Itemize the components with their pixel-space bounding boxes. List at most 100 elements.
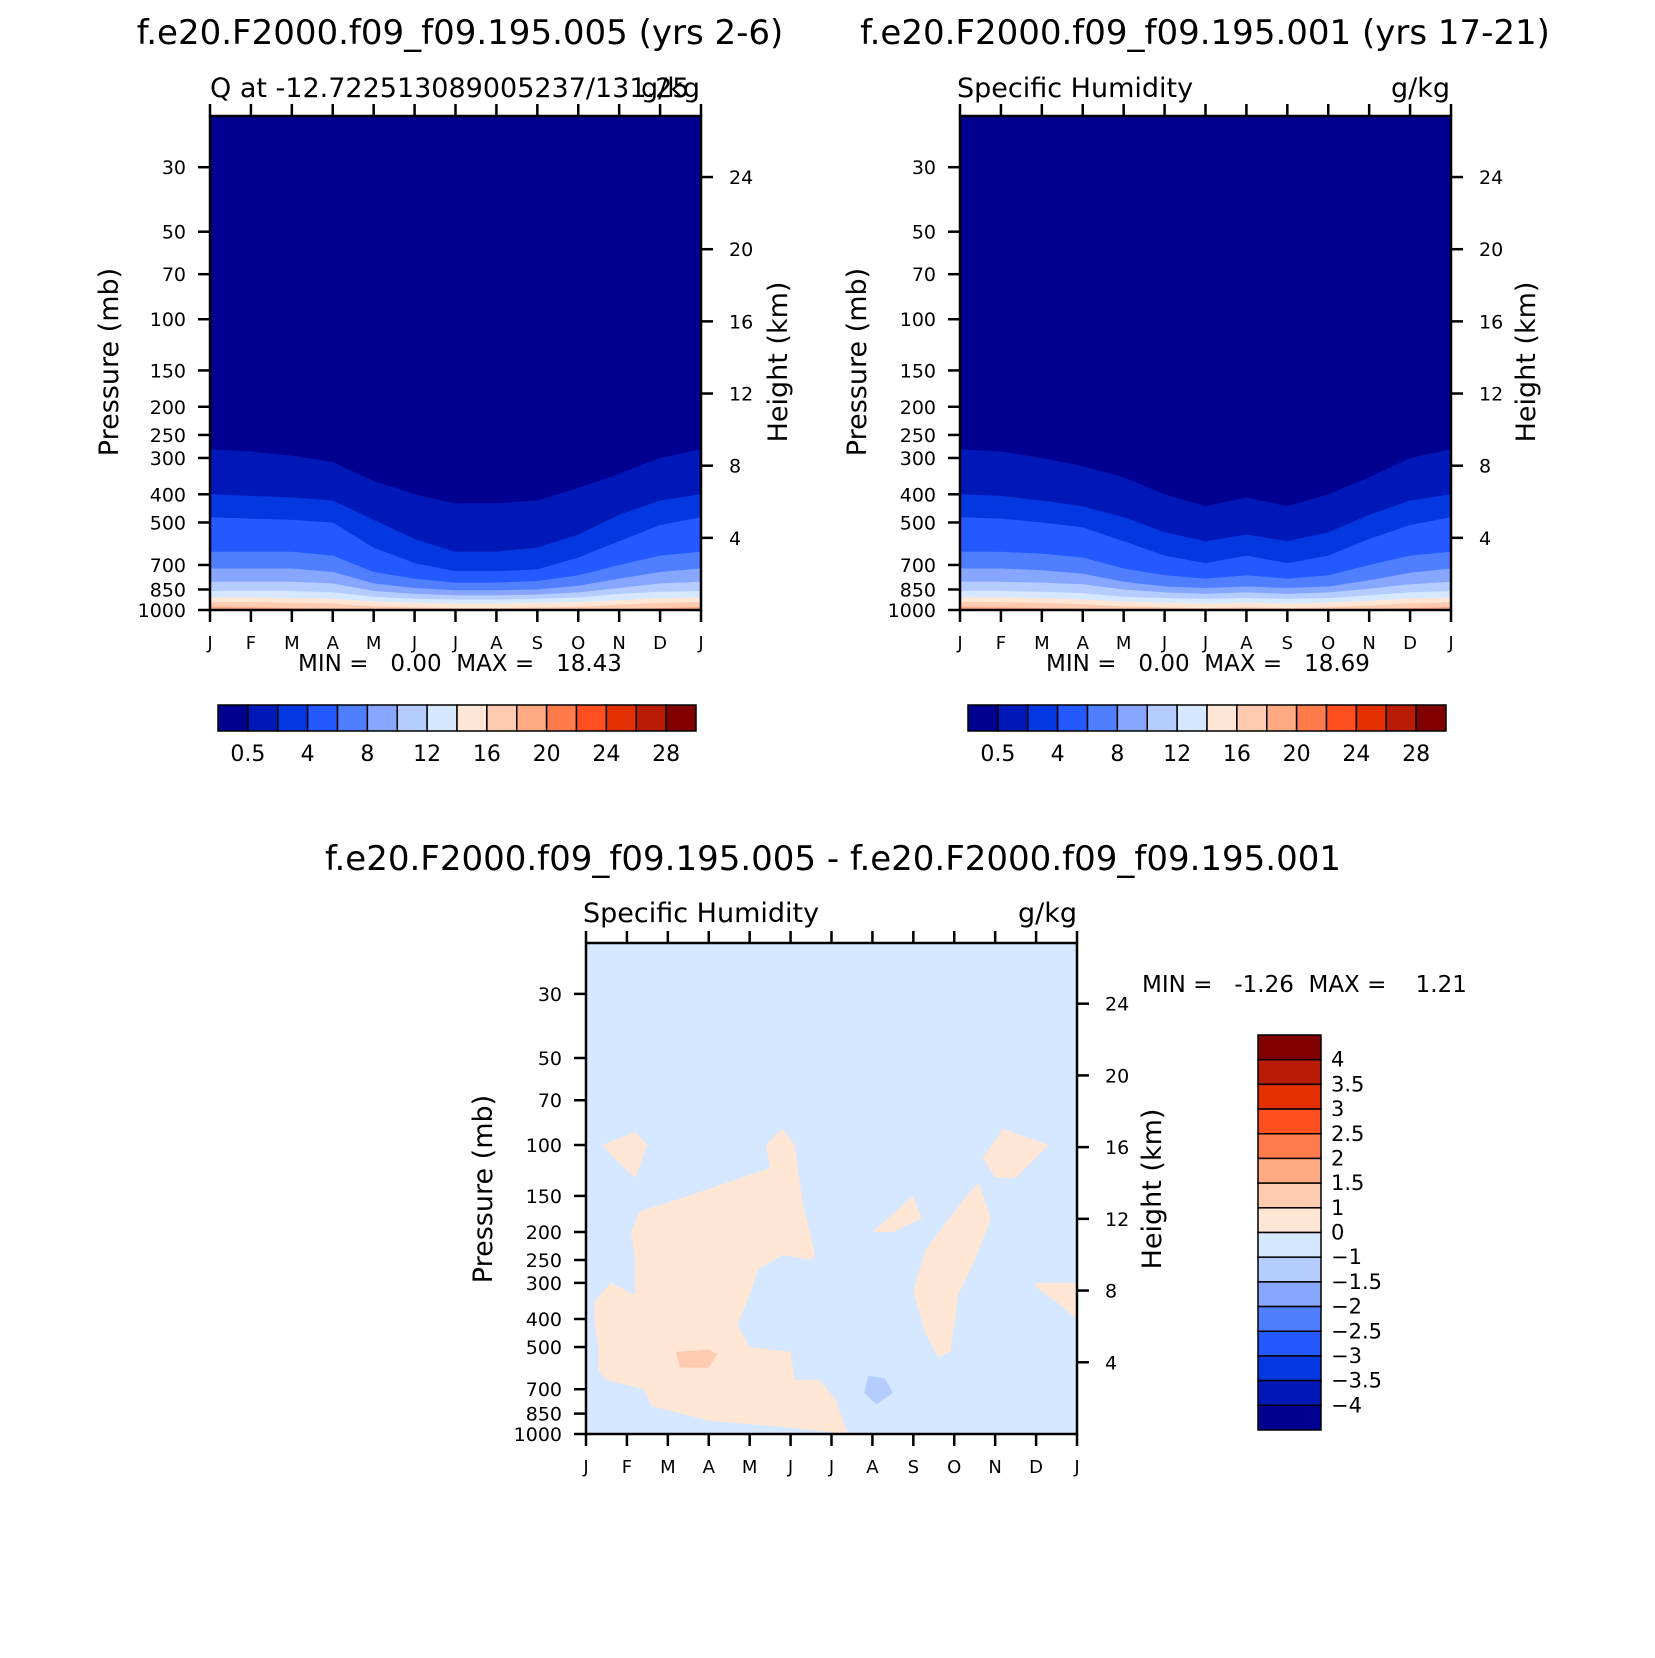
colorbar-swatch [1086, 704, 1119, 732]
contour-region [864, 1376, 893, 1405]
y2-tick-label: 16 [1105, 1137, 1129, 1159]
colorbar: 0.5 4 8 12 16 20 24 28 [967, 704, 1447, 767]
colorbar-swatch [306, 704, 339, 732]
contour-region [1036, 1282, 1077, 1319]
colorbar-label: 12 [1163, 742, 1191, 767]
colorbar-label: 4 [301, 742, 315, 767]
colorbar-swatch [277, 704, 309, 732]
colorbar: 0.5 4 8 12 16 20 24 28 [217, 704, 697, 767]
colorbar-label: −4 [1331, 1393, 1362, 1417]
colorbar-swatch [516, 704, 548, 732]
colorbar-swatch [1056, 704, 1089, 732]
colorbar-swatch [486, 704, 518, 732]
colorbar-label: 16 [1223, 742, 1251, 767]
contour-region [676, 1349, 717, 1368]
y-tick-label: 700 [526, 1379, 562, 1401]
y-tick-label: 850 [526, 1404, 562, 1426]
y-tick-label: 1000 [138, 600, 186, 622]
y-tick-label: 150 [900, 360, 936, 382]
colorbar-label: 2 [1331, 1146, 1344, 1170]
min-max-stats: MIN = 0.00 MAX = 18.43 [298, 651, 622, 677]
y-tick-label: 500 [150, 512, 186, 534]
colorbar-label: 12 [413, 742, 441, 767]
y2-tick-label: 8 [1105, 1281, 1117, 1303]
y-tick-label: 70 [538, 1090, 562, 1112]
y-tick-label: 250 [150, 425, 186, 447]
y-tick-label: 100 [900, 309, 936, 331]
colorbar: 43.532.521.510−1−1.5−2−2.5−3−3.5−4 [1257, 1034, 1382, 1431]
chart-title: f.e20.F2000.f09_f09.195.005 - f.e20.F200… [325, 839, 1341, 879]
panel-top-left: f.e20.F2000.f09_f09.195.005 (yrs 2-6) Q … [94, 13, 794, 767]
colorbar-swatch [366, 704, 398, 732]
x-tick-label: A [490, 633, 503, 654]
min-max-stats: MIN = 0.00 MAX = 18.69 [1046, 651, 1370, 677]
x-tick-label: M [1116, 633, 1132, 654]
y-tick-label: 300 [526, 1273, 562, 1295]
y2-tick-label: 20 [1479, 239, 1503, 261]
colorbar-swatch [1116, 704, 1148, 732]
colorbar-label: 0 [1331, 1221, 1344, 1245]
contour-region [913, 1182, 992, 1357]
x-tick-label: M [660, 1457, 676, 1478]
x-tick-label: J [697, 633, 703, 654]
x-tick-label: A [866, 1457, 879, 1478]
colorbar-label: −1.5 [1331, 1270, 1382, 1294]
y2-tick-label: 24 [729, 167, 753, 189]
plot-right-label: g/kg [1018, 898, 1077, 929]
y-tick-label: 500 [526, 1337, 562, 1359]
x-tick-label: M [742, 1457, 758, 1478]
colorbar-swatch [1257, 1355, 1322, 1382]
plot-right-label: g/kg [1391, 73, 1450, 104]
x-tick-label: J [411, 633, 417, 654]
y-tick-label: 70 [162, 264, 186, 286]
colorbar-swatch [1257, 1108, 1322, 1135]
colorbar-swatch [1257, 1231, 1322, 1258]
colorbar-label: −3 [1331, 1344, 1362, 1368]
colorbar-swatch [1176, 704, 1208, 732]
y-tick-label: 1000 [888, 600, 936, 622]
y2-tick-label: 8 [1479, 456, 1491, 478]
colorbar-label: −3.5 [1331, 1369, 1382, 1393]
colorbar-swatch [1257, 1157, 1322, 1184]
colorbar-swatch [997, 704, 1029, 732]
colorbar-label: 1 [1331, 1196, 1344, 1220]
colorbar-label: −1 [1331, 1245, 1362, 1269]
x-tick-label: J [1073, 1457, 1079, 1478]
colorbar-swatch [217, 704, 249, 732]
colorbar-label: 28 [1402, 742, 1430, 767]
y-tick-label: 50 [912, 222, 936, 244]
chart-title: f.e20.F2000.f09_f09.195.005 (yrs 2-6) [137, 13, 784, 53]
y2-tick-label: 4 [1479, 528, 1491, 550]
x-tick-label: A [327, 633, 340, 654]
x-tick-label: S [532, 633, 543, 654]
y-tick-label: 70 [912, 264, 936, 286]
y-tick-label: 200 [900, 397, 936, 419]
colorbar-label: 8 [360, 742, 374, 767]
y2-tick-label: 24 [1105, 994, 1129, 1016]
colorbar-swatch [396, 704, 428, 732]
colorbar-swatch [635, 704, 667, 732]
x-tick-label: J [1161, 633, 1167, 654]
y-tick-label: 30 [538, 984, 562, 1006]
plot-left-label: Specific Humidity [957, 73, 1193, 104]
colorbar-swatch [605, 704, 637, 732]
x-tick-label: N [988, 1457, 1001, 1478]
colorbar-swatch [545, 704, 578, 732]
y-tick-label: 50 [538, 1048, 562, 1070]
colorbar-swatch [1295, 704, 1328, 732]
x-tick-label: S [908, 1457, 919, 1478]
x-tick-label: J [787, 1457, 793, 1478]
y-tick-label: 30 [162, 157, 186, 179]
colorbar-swatch [426, 704, 458, 732]
x-tick-label: F [996, 633, 1006, 654]
y2-tick-label: 20 [729, 239, 753, 261]
y-tick-label: 700 [150, 555, 186, 577]
y2-tick-label: 4 [1105, 1352, 1117, 1374]
colorbar-label: 1.5 [1331, 1171, 1364, 1195]
y2-tick-label: 20 [1105, 1065, 1129, 1087]
contour-region [594, 1129, 848, 1434]
colorbar-swatch [1206, 704, 1238, 732]
y-tick-label: 300 [900, 448, 936, 470]
